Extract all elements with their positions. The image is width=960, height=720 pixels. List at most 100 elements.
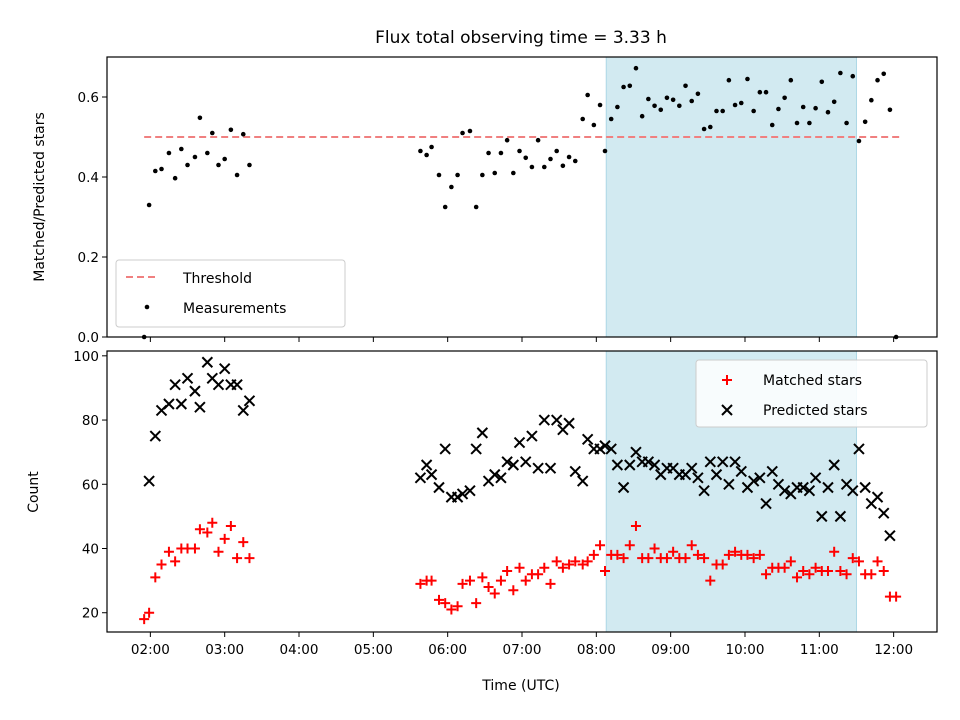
top-y-axis-label: Matched/Predicted stars	[32, 112, 48, 282]
data-point	[776, 106, 781, 112]
data-point	[835, 565, 846, 576]
data-point	[732, 102, 738, 108]
data-point	[800, 104, 806, 110]
data-point	[850, 73, 856, 79]
data-point	[754, 472, 766, 484]
data-point	[470, 443, 482, 455]
data-point	[844, 120, 849, 126]
data-point	[668, 546, 679, 557]
data-point	[202, 527, 213, 538]
x-axis-label: Time (UTC)	[481, 678, 559, 694]
data-point	[429, 144, 434, 150]
y-tick-label: 20	[82, 606, 99, 622]
data-point	[588, 549, 599, 560]
data-point	[451, 491, 464, 503]
data-point	[156, 559, 167, 570]
series-predicted-stars	[143, 356, 896, 542]
data-point	[476, 427, 489, 439]
series-matched-stars	[139, 517, 902, 625]
data-point	[891, 591, 902, 602]
y-tick-label: 0.2	[78, 250, 99, 266]
data-point	[489, 468, 501, 481]
data-point	[853, 443, 865, 455]
data-point	[456, 488, 469, 500]
legend-box	[115, 259, 346, 328]
data-point	[633, 65, 639, 71]
data-point	[803, 484, 816, 497]
data-point	[829, 546, 840, 557]
data-point	[149, 430, 162, 442]
data-point	[166, 150, 172, 156]
data-point	[433, 481, 445, 494]
data-point	[834, 510, 847, 523]
data-point	[181, 372, 194, 385]
data-point	[581, 433, 594, 446]
data-point	[695, 91, 701, 97]
data-point	[538, 414, 551, 426]
data-point	[602, 148, 608, 154]
y-tick-label: 0.0	[78, 330, 99, 346]
data-point	[551, 556, 562, 567]
data-point	[455, 172, 460, 178]
data-point	[495, 472, 507, 484]
bottom-y-axis-label: Count	[26, 471, 42, 513]
data-point	[185, 162, 190, 168]
x-tick-label: 04:00	[280, 642, 319, 658]
data-point	[838, 70, 843, 76]
data-point	[150, 572, 161, 583]
data-point	[680, 553, 691, 564]
data-point	[766, 465, 778, 478]
data-point	[585, 92, 590, 98]
data-point	[856, 138, 862, 144]
y-tick-label: 0.4	[78, 170, 99, 186]
data-point	[763, 89, 769, 95]
data-point	[545, 578, 556, 589]
data-point	[539, 562, 550, 573]
data-point	[761, 569, 772, 580]
data-point	[612, 549, 623, 560]
data-point	[809, 472, 822, 484]
data-point	[617, 481, 630, 494]
x-tick-label: 10:00	[726, 642, 765, 658]
data-point	[473, 204, 479, 210]
data-point	[240, 131, 246, 137]
data-point	[414, 472, 427, 484]
data-point	[717, 559, 728, 570]
data-point	[143, 475, 155, 487]
data-point	[243, 395, 256, 407]
data-point	[646, 96, 651, 102]
data-point	[859, 481, 871, 494]
y-tick-label: 100	[73, 349, 99, 365]
data-point	[566, 154, 572, 160]
data-point	[785, 556, 796, 567]
data-point	[247, 162, 252, 168]
data-point	[139, 614, 150, 625]
data-point	[847, 553, 858, 564]
data-point	[170, 556, 181, 567]
data-point	[209, 130, 215, 136]
data-point	[878, 507, 890, 519]
data-point	[705, 575, 716, 586]
data-point	[754, 549, 765, 560]
legend: Threshold Measurements	[115, 259, 346, 328]
data-point	[707, 124, 713, 130]
data-point	[797, 481, 809, 494]
data-point	[807, 120, 812, 126]
data-point	[605, 443, 617, 455]
data-point	[658, 107, 664, 113]
data-point	[244, 553, 255, 564]
data-point	[582, 556, 593, 567]
data-point	[798, 565, 809, 576]
data-point	[424, 152, 429, 158]
data-point	[689, 98, 695, 104]
data-point	[189, 385, 201, 397]
data-point	[670, 97, 676, 103]
data-point	[232, 553, 243, 564]
data-point	[630, 446, 642, 458]
data-point	[452, 601, 463, 612]
data-point	[714, 108, 719, 114]
data-point	[415, 578, 426, 589]
legend-label: Predicted stars	[763, 403, 868, 419]
